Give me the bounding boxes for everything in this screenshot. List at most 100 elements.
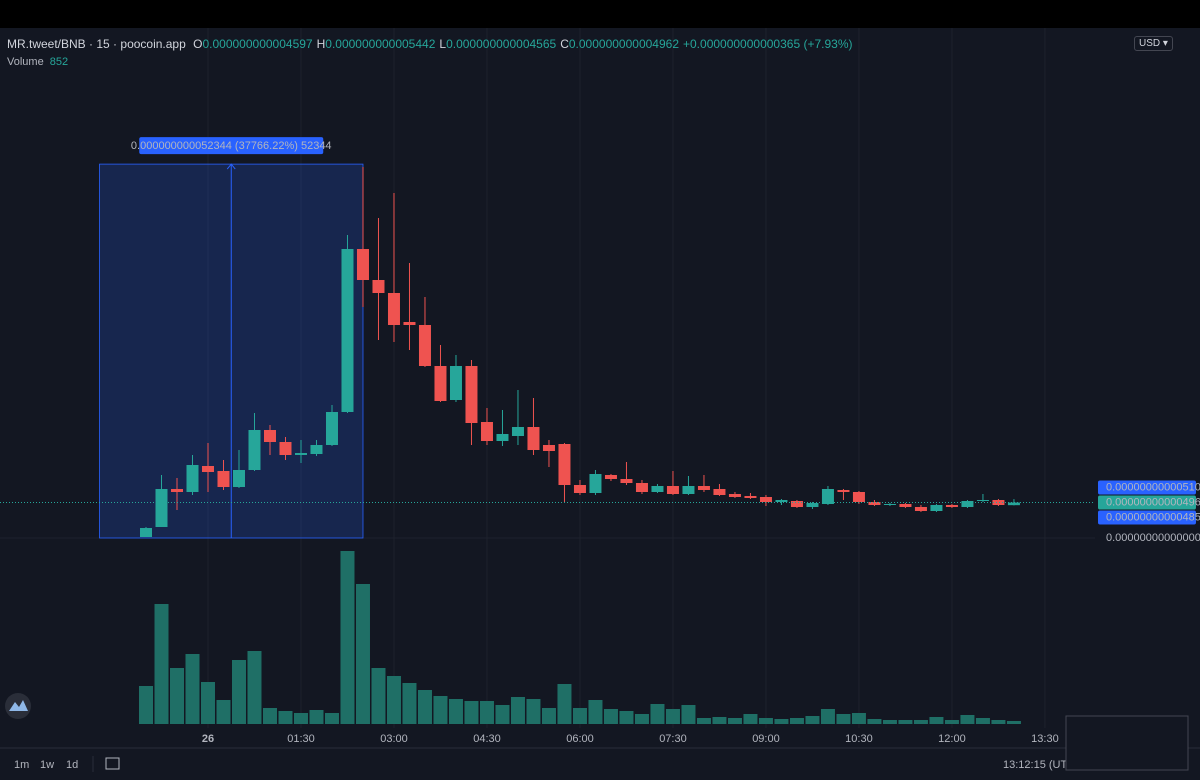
candle-body: [837, 490, 850, 492]
ohlc-value: 0.000000000004962: [568, 37, 679, 51]
ohlc-key: H: [316, 37, 326, 51]
volume-bar: [154, 604, 169, 724]
x-tick-label: 10:30: [845, 733, 873, 745]
volume-bar: [665, 709, 680, 724]
x-tick-label: 12:00: [938, 733, 966, 745]
candle-body: [775, 500, 788, 502]
volume-bar: [340, 551, 355, 724]
candle-body: [992, 500, 1005, 505]
volume-bar: [603, 709, 618, 724]
candle-body: [140, 528, 152, 537]
candle-body: [666, 486, 679, 494]
volume-bar: [386, 676, 401, 724]
clock: 13:12:15 (UTC): [1003, 759, 1079, 771]
candle-body: [899, 504, 912, 507]
volume-bar: [262, 708, 277, 724]
volume-bar: [402, 683, 417, 724]
currency-button[interactable]: USD ▾: [1134, 36, 1173, 51]
source: poocoin.app: [120, 37, 186, 51]
volume-bar: [851, 713, 866, 724]
candle-body: [356, 249, 369, 280]
volume-bar: [898, 720, 913, 724]
volume-bar: [634, 714, 649, 724]
interval: 15: [96, 37, 110, 51]
volume-bar: [944, 720, 959, 724]
candle-body: [372, 280, 385, 293]
volume-bar: [712, 717, 727, 724]
candle-body: [527, 427, 540, 450]
measure-label-bg: [139, 137, 324, 155]
candle-body: [248, 430, 261, 470]
volume-bar: [541, 708, 556, 724]
candle-body: [434, 366, 447, 401]
volume-bar: [293, 713, 308, 724]
candle-body: [713, 489, 726, 495]
ohlc-value: 0.000000000004597: [202, 37, 313, 51]
candle-body: [620, 479, 633, 483]
volume-bar: [464, 701, 479, 724]
price-label-bg: [1098, 480, 1196, 495]
volume-bar: [231, 660, 246, 724]
volume-bar: [371, 668, 386, 724]
change: +0.000000000000365 (+7.93%): [683, 37, 853, 51]
timeframe-button[interactable]: 1d: [66, 759, 78, 771]
legend: MR.tweet/BNB · 15 · poocoin.app O0.00000…: [7, 37, 853, 51]
volume-bar: [727, 718, 742, 724]
candle-body: [294, 453, 307, 455]
x-tick-label: 01:30: [287, 733, 315, 745]
ohlc-key: L: [439, 37, 447, 51]
volume-bar: [619, 711, 634, 724]
volume-bar: [355, 584, 370, 724]
candle-body: [790, 501, 803, 507]
candle-body: [217, 471, 230, 487]
x-tick-label: 03:00: [380, 733, 408, 745]
volume-bar: [216, 700, 231, 724]
volume-title: Volume: [7, 56, 44, 68]
candle-body: [310, 445, 323, 454]
compare-icon[interactable]: [105, 757, 120, 770]
volume-bar: [417, 690, 432, 724]
measure-arrowhead: [226, 163, 236, 170]
x-tick-label: 06:00: [566, 733, 594, 745]
price-label: 0.000000000005109: [1106, 481, 1200, 493]
candle-body: [511, 427, 524, 436]
volume-bar: [185, 654, 200, 724]
price-label-bg: [1098, 495, 1196, 510]
candle-body: [697, 486, 710, 490]
ohlc-value: 0.000000000004565: [446, 37, 557, 51]
volume-bar: [588, 700, 603, 724]
candle-body: [418, 325, 431, 366]
volume-bar: [495, 705, 510, 724]
volume-bar: [975, 718, 990, 724]
volume-value: 852: [49, 56, 69, 68]
price-label: 0.000000000004962: [1106, 496, 1200, 508]
volume-bar: [557, 684, 572, 724]
candle-body: [852, 492, 865, 502]
candle-body: [496, 434, 509, 441]
candle-body: [651, 486, 664, 492]
volume-bar: [309, 710, 324, 724]
candle-body: [914, 507, 927, 511]
volume-bar: [913, 720, 928, 724]
volume-bar: [991, 720, 1006, 724]
top-bar: [0, 0, 1200, 28]
ohlc-value: 0.000000000005442: [325, 37, 436, 51]
volume-bar: [774, 719, 789, 724]
price-label: 0.000000000004859: [1106, 511, 1200, 523]
candle-body: [961, 501, 974, 507]
candle-body: [821, 489, 834, 504]
candle-body: [604, 475, 617, 479]
candle-body: [279, 442, 292, 455]
timeframe-button[interactable]: 1w: [40, 759, 54, 771]
measure-label: 0.000000000052344 (37766.22%) 52344: [131, 140, 332, 152]
candle-body: [186, 465, 199, 492]
candle-body: [558, 444, 571, 485]
volume-bar: [572, 708, 587, 724]
volume-bar: [139, 686, 153, 724]
candle-body: [263, 430, 276, 442]
candle-body: [201, 466, 214, 472]
timeframe-button[interactable]: 1m: [14, 759, 29, 771]
volume-bar: [758, 718, 773, 724]
x-tick-label: 26: [202, 733, 214, 745]
